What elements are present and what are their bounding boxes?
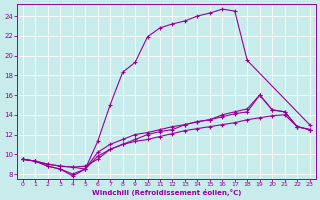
X-axis label: Windchill (Refroidissement éolien,°C): Windchill (Refroidissement éolien,°C) [92,189,241,196]
